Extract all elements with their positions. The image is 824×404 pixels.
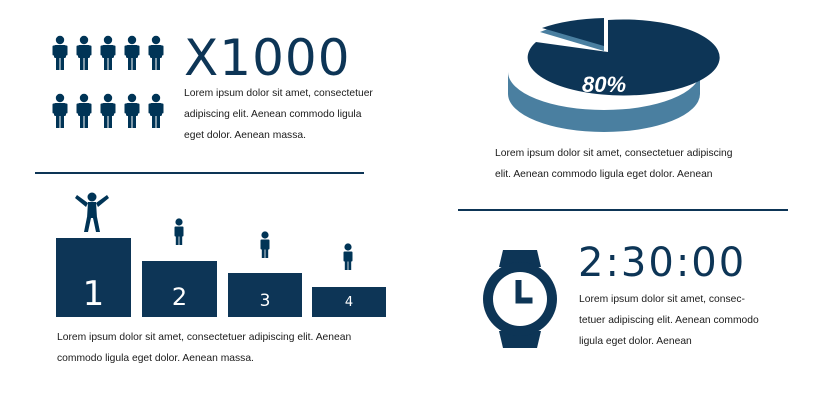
person-icon (148, 93, 164, 128)
person-icon (260, 231, 270, 258)
podium-block-3 (228, 273, 302, 317)
podium-figures (75, 192, 353, 270)
pie-percent-label: 80% (582, 72, 626, 97)
right-divider (458, 209, 788, 211)
winner-icon (75, 192, 109, 232)
time-text-line: Lorem ipsum dolor sit amet, consec- (579, 294, 745, 305)
pie-text-line: Lorem ipsum dolor sit amet, consectetuer… (495, 148, 733, 159)
person-icon (124, 35, 140, 70)
pie-side (508, 72, 700, 132)
people-headline: X1000 (184, 29, 351, 87)
pie-text-line: elit. Aenean commodo ligula eget dolor. … (495, 169, 713, 180)
people-text-line: Lorem ipsum dolor sit amet, consectetuer (184, 88, 373, 99)
person-icon (100, 35, 116, 70)
people-text: Lorem ipsum dolor sit amet, consectetuer… (184, 83, 373, 146)
person-icon (52, 35, 68, 70)
person-icon (52, 93, 68, 128)
person-icon (76, 93, 92, 128)
person-icon (76, 35, 92, 70)
watch-icon (483, 250, 557, 348)
pie-chart: 80% (508, 18, 720, 132)
person-icon (124, 93, 140, 128)
people-text-line: eget dolor. Aenean massa. (184, 130, 306, 141)
pie-slice-small-top (542, 18, 604, 46)
podium-block-4 (312, 287, 386, 317)
person-icon (174, 218, 184, 245)
podium-text-line: Lorem ipsum dolor sit amet, consectetuer… (57, 332, 352, 343)
people-grid (52, 35, 164, 128)
person-icon (148, 35, 164, 70)
time-headline: 2:30:00 (578, 240, 747, 286)
time-text-line: ligula eget dolor. Aenean (579, 336, 692, 347)
podium-label-3: 3 (259, 291, 271, 311)
time-text: Lorem ipsum dolor sit amet, consec- tetu… (579, 289, 759, 352)
pie-text: Lorem ipsum dolor sit amet, consectetuer… (495, 143, 733, 185)
people-text-line: adipiscing elit. Aenean commodo ligula (184, 109, 362, 120)
podium-label-4: 4 (344, 295, 354, 310)
pie-slice-main (527, 19, 720, 96)
podium-block-2 (142, 261, 217, 317)
podium-block-1 (56, 238, 131, 317)
left-divider (35, 172, 364, 174)
time-text-line: tetuer adipiscing elit. Aenean commodo (579, 315, 759, 326)
person-icon (343, 243, 353, 270)
podium-text-line: commodo ligula eget dolor. Aenean massa. (57, 353, 254, 364)
person-icon (100, 93, 116, 128)
podium-label-1: 1 (82, 274, 105, 314)
podium-text: Lorem ipsum dolor sit amet, consectetuer… (57, 327, 351, 369)
podium-label-2: 2 (171, 283, 188, 311)
